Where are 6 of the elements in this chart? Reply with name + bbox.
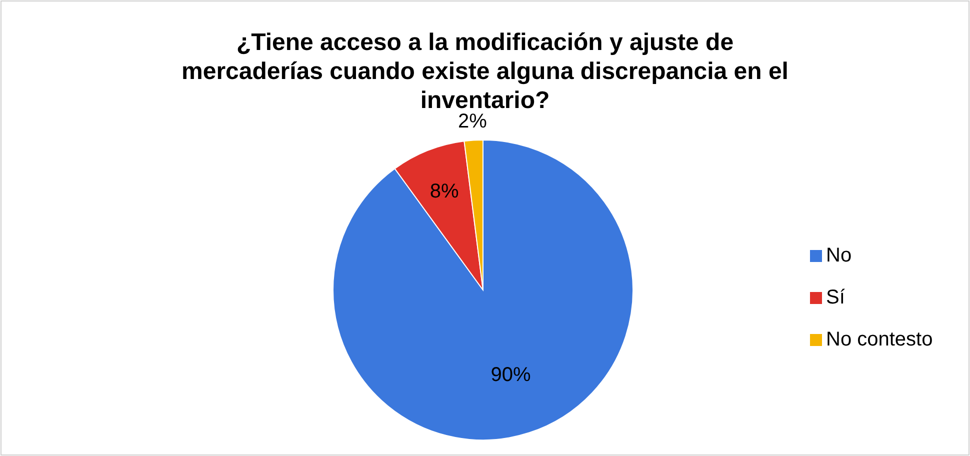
legend-label: No contesto [826,328,933,350]
data-label: 8% [430,180,460,203]
legend-label: Sí [826,286,846,308]
legend-label: No [826,244,852,266]
data-label: 90% [490,364,532,386]
pie-slice [332,140,634,440]
